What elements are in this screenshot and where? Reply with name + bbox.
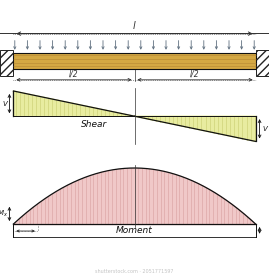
Text: l/2: l/2 xyxy=(69,69,79,78)
Text: V: V xyxy=(263,126,267,132)
Text: V: V xyxy=(2,101,7,107)
Polygon shape xyxy=(13,91,134,116)
FancyBboxPatch shape xyxy=(0,50,13,76)
Text: l/2: l/2 xyxy=(190,69,200,78)
Text: l: l xyxy=(133,21,136,31)
Text: $M_{max}$: $M_{max}$ xyxy=(268,225,269,235)
FancyBboxPatch shape xyxy=(13,53,256,69)
Text: $M_x$: $M_x$ xyxy=(0,209,8,219)
Text: Moment: Moment xyxy=(116,226,153,235)
Text: Shear: Shear xyxy=(81,120,107,129)
FancyBboxPatch shape xyxy=(256,50,269,76)
Text: shutterstock.com · 2051771597: shutterstock.com · 2051771597 xyxy=(95,269,174,274)
Polygon shape xyxy=(134,116,256,141)
